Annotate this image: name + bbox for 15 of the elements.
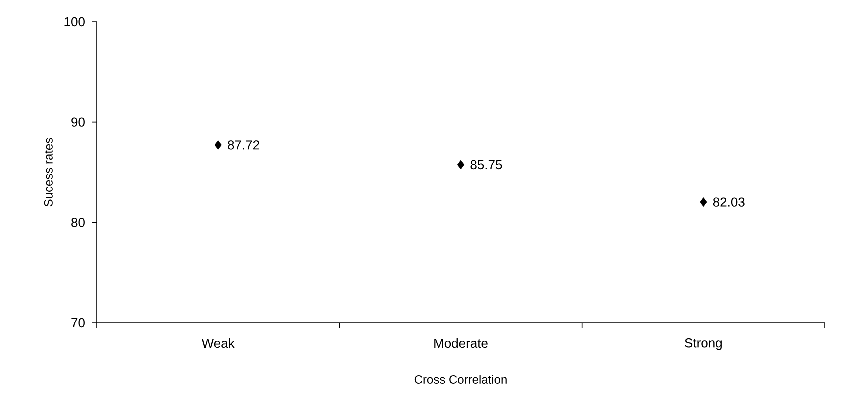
data-label: 87.72 [228,140,260,150]
point [214,140,222,150]
point [700,198,708,207]
point [457,160,465,170]
x-tick-label: Strong [685,338,722,350]
y-tick-label: 100 [64,17,85,27]
data-label: 85.75 [470,160,502,170]
y-axis-title: Sucess rates [44,138,53,207]
x-tick-label: Weak [202,338,235,348]
y-tick-label: 70 [72,318,85,328]
data-label: 82.03 [713,198,745,207]
x-axis-title: Cross Correlation [414,375,507,384]
y-tick-label: 90 [72,118,85,127]
y-tick-label: 80 [72,218,85,228]
x-tick-label: Moderate [434,338,488,348]
